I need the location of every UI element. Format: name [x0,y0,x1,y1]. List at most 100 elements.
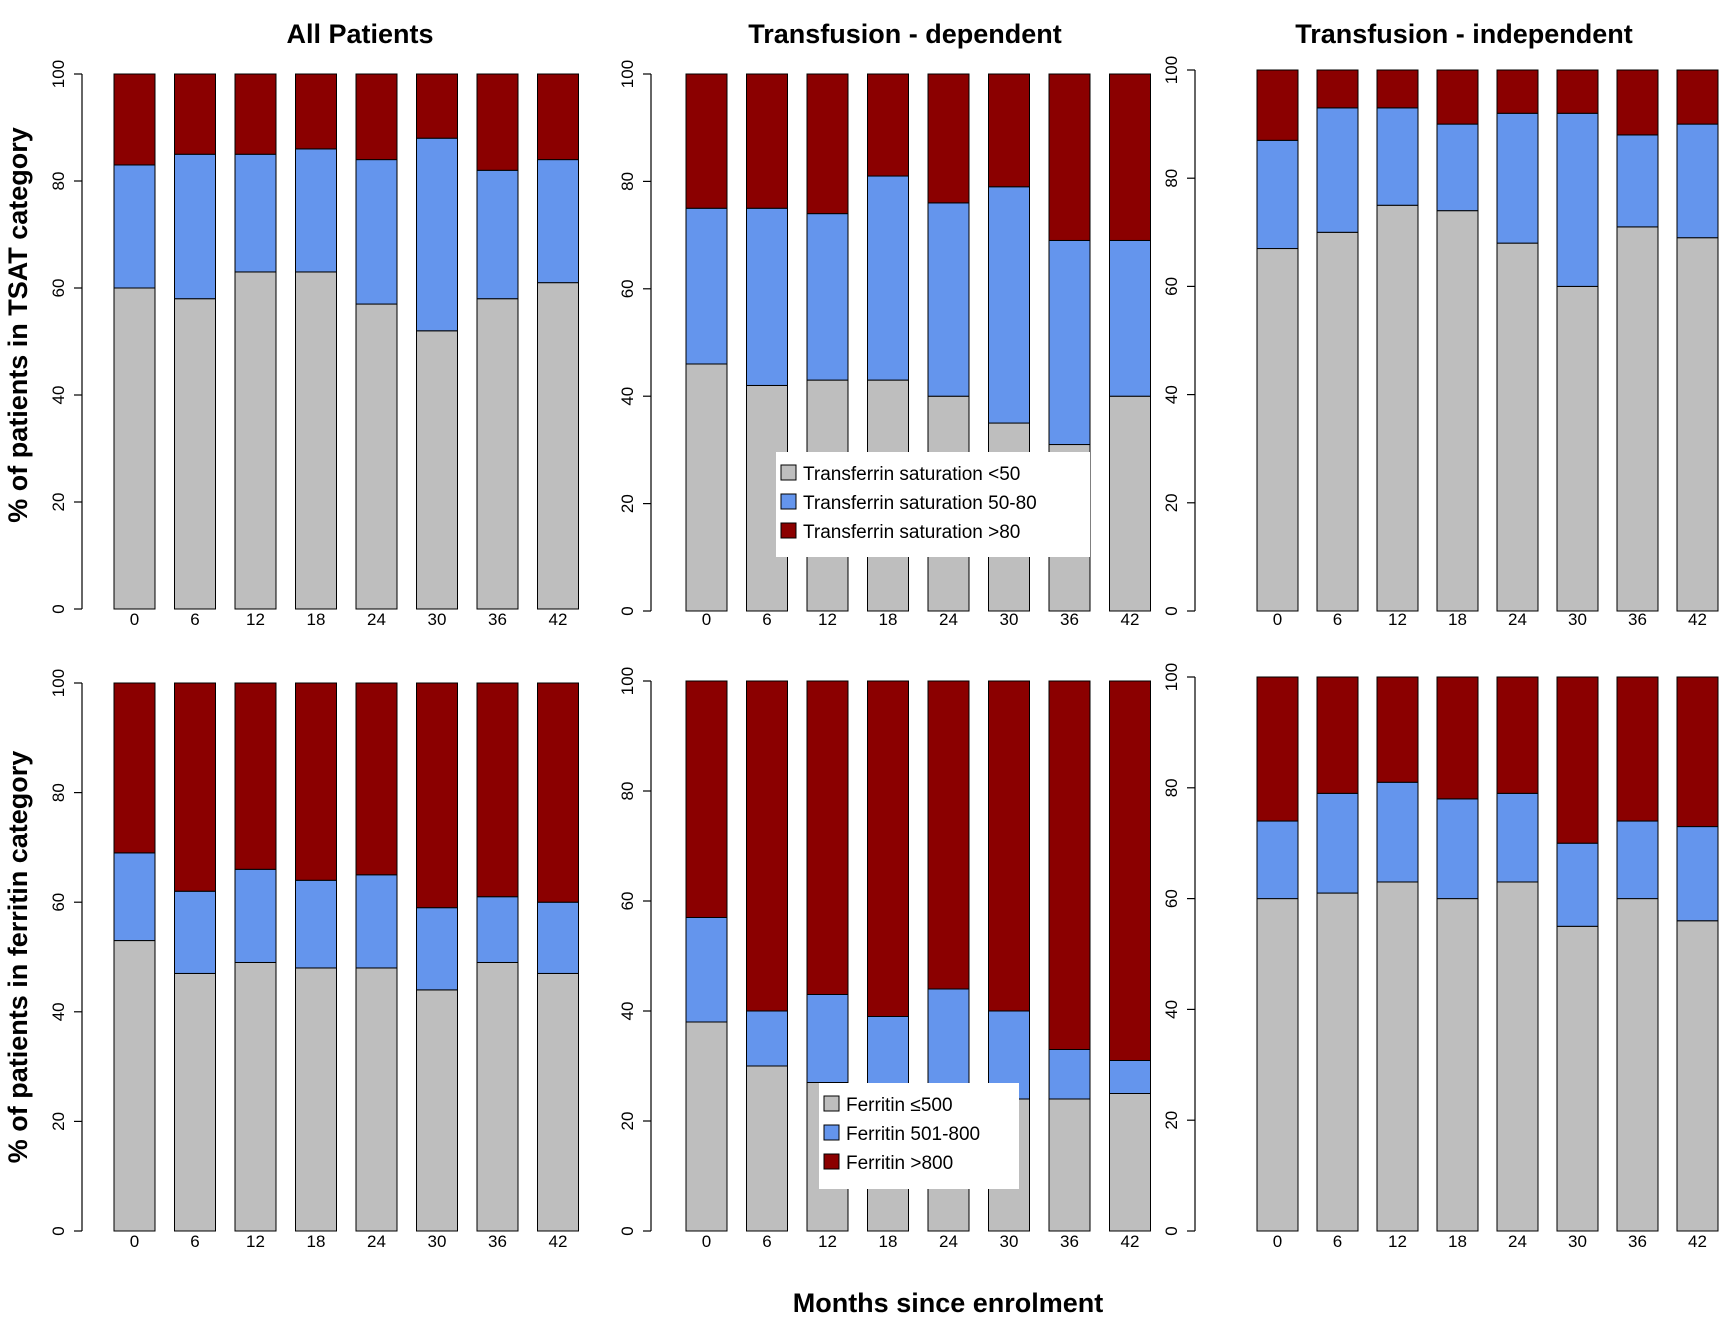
bar-segment-high [927,73,970,204]
bar-segment-high [174,682,216,892]
bar-segment-high [867,680,909,1017]
bar-segment-low [1376,204,1419,612]
x-tick-label: 24 [939,610,958,629]
bar-segment-high [1556,676,1599,844]
bar-segment-high [746,680,788,1012]
bar-segment-mid [1496,792,1539,883]
bar-segment-mid [685,207,728,365]
bar-segment-mid [355,159,398,305]
bar-segment-high [1496,69,1539,114]
x-tick-label: 18 [879,1232,898,1251]
bar-segment-high [1048,680,1091,1050]
y-tick-label: 0 [1162,606,1181,615]
bar-segment-mid [1376,781,1419,883]
y-tick-label: 60 [49,279,68,298]
x-tick-label: 42 [549,610,568,629]
bar-segment-high [174,73,216,155]
bar-segment-high [1496,676,1539,794]
bar-segment-mid [746,207,788,386]
bar-segment-high [1676,69,1719,125]
bar-segment-high [476,682,519,898]
bar-segment-high [295,73,337,150]
bar-segment-mid [476,896,519,963]
legend-label: Ferritin >800 [846,1153,953,1174]
legend-label: Transferrin saturation 50-80 [803,493,1037,514]
y-tick-label: 40 [618,1002,637,1021]
y-tick-label: 40 [49,1002,68,1021]
y-tick-label: 100 [49,669,68,697]
bar-segment-low [1436,210,1479,612]
legend-label: Transferrin saturation <50 [803,464,1020,485]
bar-segment-low [234,961,277,1232]
bar-segment-low [113,940,156,1232]
bar-segment-high [1616,676,1659,822]
bar-segment-low [416,330,458,610]
x-tick-label: 18 [879,610,898,629]
column-title: Transfusion - dependent [748,19,1062,49]
bar-segment-mid [1616,134,1659,228]
bar-segment-mid [295,148,337,273]
x-tick-label: 6 [762,1232,771,1251]
y-axis-title: % of patients in TSAT category [3,127,33,523]
bar-segment-high [1376,69,1419,109]
x-tick-label: 36 [1628,1232,1647,1251]
bar-segment-mid [234,868,277,963]
y-tick-label: 20 [618,1112,637,1131]
x-tick-label: 0 [130,1232,139,1251]
x-tick-label: 36 [1628,610,1647,629]
y-tick-label: 100 [1162,56,1181,84]
x-tick-label: 0 [1273,610,1282,629]
bar-segment-high [537,73,579,161]
y-tick-label: 0 [49,1226,68,1235]
x-tick-label: 30 [428,1232,447,1251]
bar-segment-mid [416,137,458,332]
x-tick-label: 18 [307,610,326,629]
bar-segment-low [1616,898,1659,1232]
bar-segment-low [1676,237,1719,612]
bar-segment-high [113,73,156,166]
bar-segment-low [1616,226,1659,612]
bar-segment-mid [988,186,1030,424]
bar-segment-high [355,682,398,876]
bar-segment-low [685,1021,728,1232]
bar-segment-mid [685,917,728,1023]
bar-segment-low [1556,925,1599,1232]
x-tick-label: 30 [1568,610,1587,629]
y-tick-label: 40 [618,387,637,406]
x-tick-label: 12 [1388,1232,1407,1251]
bar-segment-mid [1048,1049,1091,1100]
x-tick-label: 18 [307,1232,326,1251]
bar-segment-mid [1676,826,1719,922]
bar-segment-mid [476,169,519,300]
legend-swatch-low [823,1095,840,1112]
bar-segment-mid [174,153,216,300]
bar-segment-mid [746,1010,788,1067]
bar-segment-low [174,298,216,610]
legend-box [776,452,1090,557]
legend-swatch-mid [823,1124,840,1141]
y-tick-label: 20 [49,493,68,512]
bar-segment-mid [295,879,337,969]
bar-segment-high [1616,69,1659,136]
bar-segment-high [537,682,579,903]
bar-segment-low [416,989,458,1232]
bar-segment-low [476,961,519,1232]
bar-segment-mid [1256,139,1299,250]
x-tick-label: 42 [549,1232,568,1251]
x-tick-label: 30 [1000,610,1019,629]
bar-segment-mid [1109,1060,1151,1094]
bar-segment-low [174,972,216,1232]
bar-segment-high [1316,676,1359,794]
panel-transfusion-independent-tsat: 0 20 40 60 80 100 0 6 12 18 24 30 36 42 [1162,56,1719,629]
bar-segment-mid [234,153,277,273]
bar-segment-high [234,73,277,155]
bar-segment-mid [1048,239,1091,446]
x-tick-label: 6 [762,610,771,629]
bar-segment-low [1256,898,1299,1232]
bar-segment-low [355,303,398,610]
bar-segment-low [295,271,337,610]
x-tick-label: 0 [1273,1232,1282,1251]
bar-segment-high [806,73,849,215]
x-tick-label: 36 [1060,1232,1079,1251]
